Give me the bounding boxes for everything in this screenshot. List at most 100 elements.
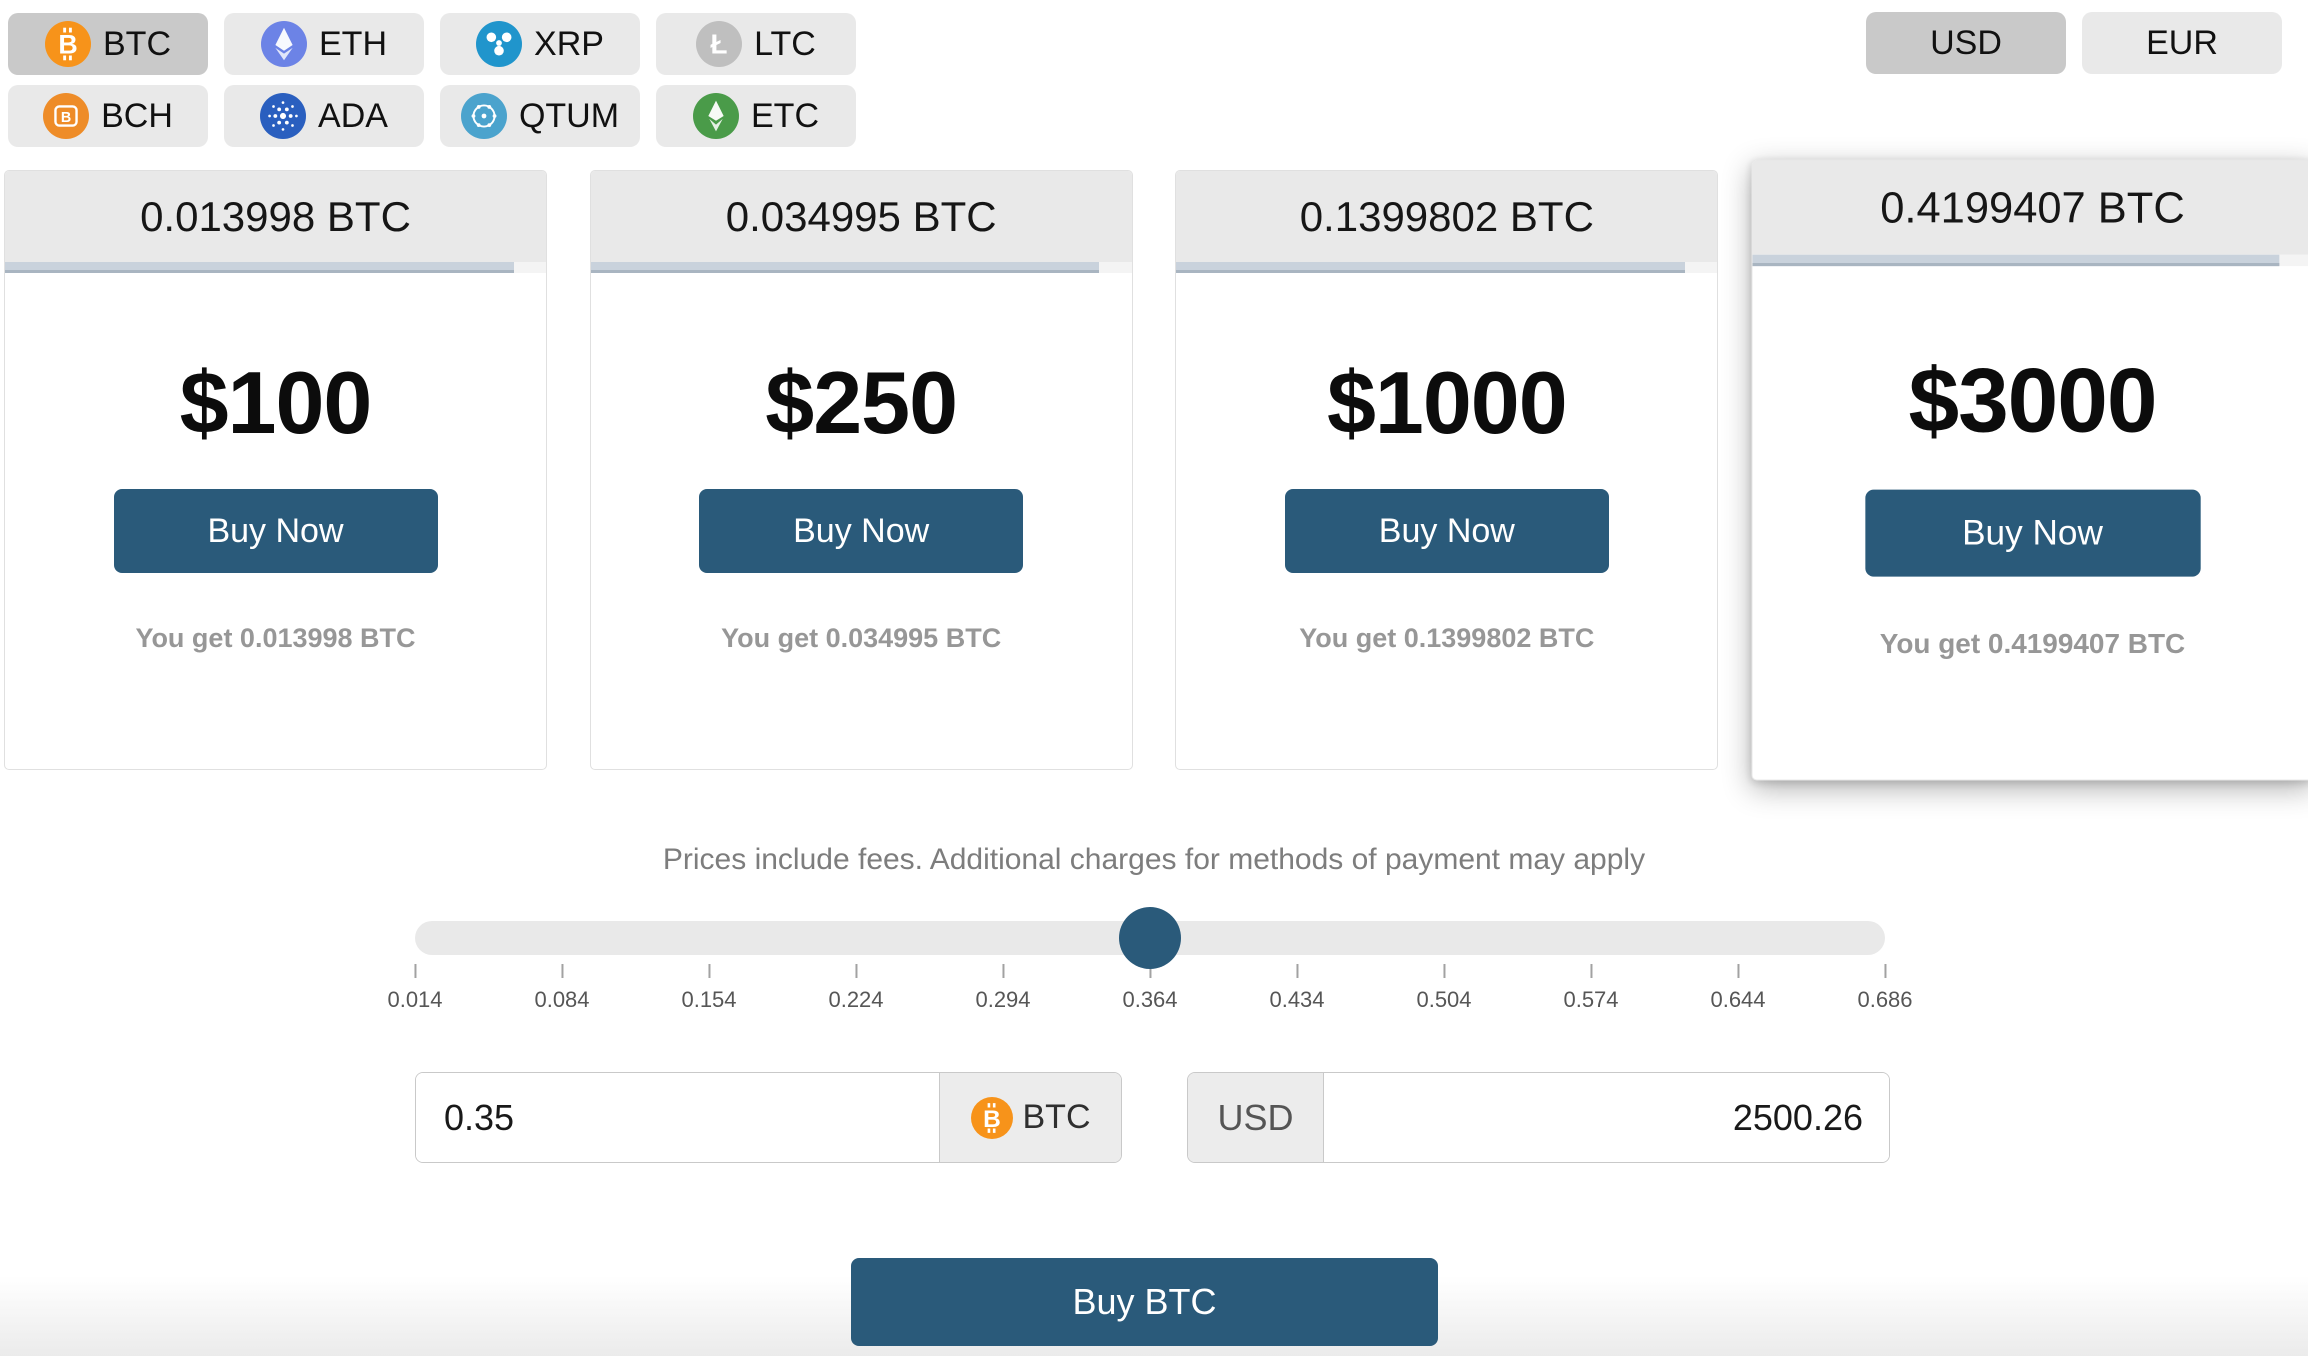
tick-label: 0.154 xyxy=(681,987,737,1012)
progress-track xyxy=(1752,254,2308,267)
coin-label: XRP xyxy=(534,24,604,63)
coin-button-etc[interactable]: ETC xyxy=(656,85,856,147)
slider-tick: 0.644 xyxy=(1710,964,1766,1013)
card-header: 0.013998 BTC xyxy=(5,171,546,262)
coin-button-eth[interactable]: ETH xyxy=(224,13,424,75)
coin-button-qtum[interactable]: QTUM xyxy=(440,85,640,147)
progress-track xyxy=(1176,262,1718,273)
tick-line xyxy=(1002,964,1004,978)
slider-tick: 0.294 xyxy=(975,964,1031,1013)
you-get-text: You get 0.1399802 BTC xyxy=(1299,623,1595,653)
slider-tick: 0.574 xyxy=(1563,964,1619,1013)
coin-selector: B BTC ETH xyxy=(8,13,856,147)
coin-button-ada[interactable]: ADA xyxy=(224,85,424,147)
svg-text:B: B xyxy=(58,30,77,60)
progress-bar xyxy=(5,262,514,273)
tick-line xyxy=(1737,964,1739,978)
coin-button-ltc[interactable]: Ł LTC xyxy=(656,13,856,75)
tick-label: 0.574 xyxy=(1563,987,1619,1012)
tick-label: 0.224 xyxy=(828,987,884,1012)
etc-icon xyxy=(693,93,739,139)
amount-slider: 0.014 0.084 0.154 0.224 0.294 0.364 0.434 0.504… xyxy=(387,900,1913,1025)
progress-bar xyxy=(1176,262,1685,273)
crypto-unit-label: BTC xyxy=(1022,1098,1091,1136)
fees-note: Prices include fees. Additional charges … xyxy=(662,843,1646,876)
tick-line xyxy=(708,964,710,978)
tick-line xyxy=(414,964,416,978)
slider-ticks: 0.014 0.084 0.154 0.224 0.294 0.364 0.434 0.504… xyxy=(387,964,1913,1024)
currency-button-usd[interactable]: USD xyxy=(1866,12,2066,74)
slider-handle[interactable] xyxy=(1119,907,1181,969)
coin-label: LTC xyxy=(754,24,816,63)
tick-label: 0.504 xyxy=(1416,987,1472,1012)
eth-icon xyxy=(261,21,307,67)
slider-tick: 0.434 xyxy=(1269,964,1325,1013)
btc-icon: B xyxy=(45,21,91,67)
price-card-100: 0.013998 BTC $100 Buy Now You get 0.0139… xyxy=(4,170,547,770)
progress-track xyxy=(590,262,1132,273)
svg-text:Ł: Ł xyxy=(711,29,728,60)
buy-now-button[interactable]: Buy Now xyxy=(699,489,1024,573)
svg-text:B: B xyxy=(61,110,71,126)
price-card-3000: 0.4199407 BTC $3000 Buy Now You get 0.41… xyxy=(1751,159,2308,781)
crypto-amount-group: B BTC xyxy=(415,1072,1122,1163)
card-btc-amount: 0.034995 BTC xyxy=(725,192,997,240)
currency-button-eur[interactable]: EUR xyxy=(2082,12,2282,74)
btc-icon: B xyxy=(970,1096,1013,1139)
buy-now-button[interactable]: Buy Now xyxy=(113,489,438,573)
amount-inputs: B BTC USD xyxy=(415,1072,1890,1163)
you-get-text: You get 0.4199407 BTC xyxy=(1879,628,2186,660)
slider-tick: 0.224 xyxy=(828,964,884,1013)
coin-label: QTUM xyxy=(518,96,620,135)
slider-tick: 0.154 xyxy=(681,964,737,1013)
progress-bar xyxy=(590,262,1100,273)
price-cards: 0.013998 BTC $100 Buy Now You get 0.0139… xyxy=(4,159,2308,781)
coin-label: ETC xyxy=(751,96,819,135)
card-price: $250 xyxy=(765,353,958,452)
tick-label: 0.014 xyxy=(387,987,443,1012)
slider-tick: 0.364 xyxy=(1122,964,1178,1013)
currency-selector: USD EUR xyxy=(1866,12,2282,74)
tick-label: 0.294 xyxy=(975,987,1031,1012)
card-header: 0.034995 BTC xyxy=(590,171,1132,262)
buy-now-button[interactable]: Buy Now xyxy=(1864,489,2201,577)
tick-line xyxy=(1149,964,1151,978)
tick-label: 0.434 xyxy=(1269,987,1325,1012)
coin-button-bch[interactable]: B BCH xyxy=(8,85,208,147)
slider-tick: 0.504 xyxy=(1416,964,1472,1013)
tick-label: 0.084 xyxy=(534,987,590,1012)
tick-label: 0.364 xyxy=(1122,987,1178,1012)
card-btc-amount: 0.4199407 BTC xyxy=(1880,182,2185,232)
crypto-amount-input[interactable] xyxy=(416,1073,939,1162)
card-header: 0.4199407 BTC xyxy=(1752,160,2308,255)
you-get-text: You get 0.034995 BTC xyxy=(721,623,1002,653)
coin-label: ETH xyxy=(319,24,387,63)
card-btc-amount: 0.013998 BTC xyxy=(140,192,411,240)
bch-icon: B xyxy=(43,93,90,139)
coin-button-btc[interactable]: B BTC xyxy=(8,13,208,75)
coin-button-xrp[interactable]: XRP xyxy=(440,13,640,75)
you-get-text: You get 0.013998 BTC xyxy=(135,623,416,653)
slider-tick: 0.084 xyxy=(534,964,590,1013)
card-price: $1000 xyxy=(1326,353,1568,452)
progress-track xyxy=(5,262,546,273)
tick-label: 0.644 xyxy=(1710,987,1766,1012)
ltc-icon: Ł xyxy=(696,21,743,67)
slider-tick: 0.014 xyxy=(387,964,443,1013)
fiat-amount-input[interactable] xyxy=(1324,1073,1889,1162)
tick-label: 0.686 xyxy=(1857,987,1913,1012)
card-header: 0.1399802 BTC xyxy=(1176,171,1718,262)
crypto-unit-addon: B BTC xyxy=(939,1073,1121,1162)
fiat-unit-addon: USD xyxy=(1188,1073,1324,1162)
tick-line xyxy=(1443,964,1445,978)
buy-btc-button[interactable]: Buy BTC xyxy=(851,1258,1438,1346)
tick-line xyxy=(1590,964,1592,978)
price-card-1000: 0.1399802 BTC $1000 Buy Now You get 0.13… xyxy=(1175,170,1719,770)
card-price: $3000 xyxy=(1908,348,2157,452)
tick-line xyxy=(561,964,563,978)
coin-label: ADA xyxy=(318,96,388,135)
xrp-icon xyxy=(476,21,523,67)
svg-text:B: B xyxy=(983,1105,1001,1132)
buy-now-button[interactable]: Buy Now xyxy=(1284,489,1609,573)
